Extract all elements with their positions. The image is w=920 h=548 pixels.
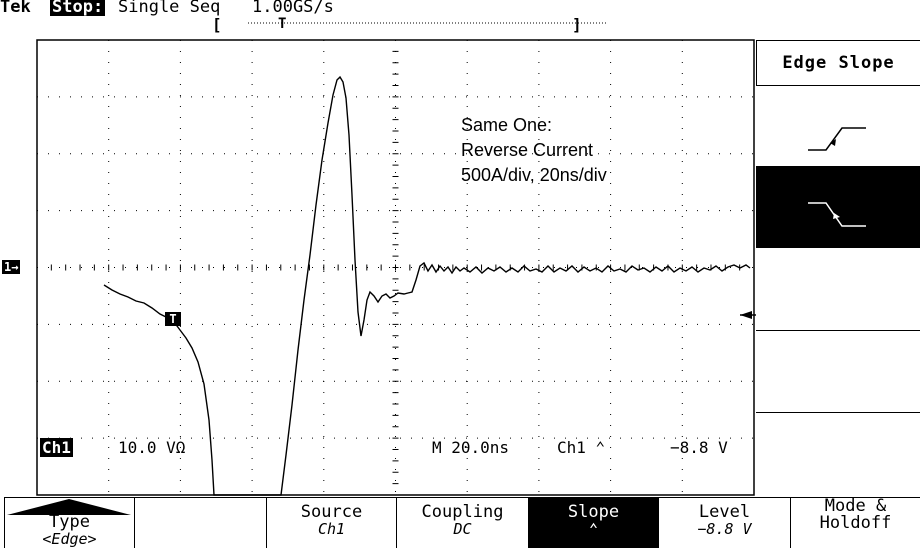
graticule-center-ticks (36, 39, 755, 496)
svg-text:[: [ (212, 15, 222, 34)
menu-slope-value: ⌃ (588, 520, 599, 538)
menu-type-label: Type (49, 512, 90, 532)
menu-level-value: −8.8 V (697, 520, 752, 538)
trigger-point-label: T (169, 312, 176, 326)
status-bar: Tek Stop: Single Seq 1.00GS/s (0, 0, 920, 20)
trigger-source-readout: Ch1 ⌃ (557, 438, 606, 457)
timebase-readout: M 20.0ns (432, 438, 510, 457)
svg-text:]: ] (572, 15, 582, 34)
side-menu-divider (756, 412, 920, 414)
record-window-bar: [ ] T (212, 15, 607, 34)
menu-button-blank[interactable] (134, 497, 266, 548)
menu-slope-label: Slope (567, 502, 620, 522)
trigger-level-readout: −8.8 V (670, 438, 728, 457)
waveform-trace (103, 75, 751, 496)
menu-level-label: Level (698, 502, 751, 522)
menu-button-level[interactable]: Level −8.8 V (658, 497, 790, 548)
annotation-line: 500A/div, 20ns/div (461, 165, 607, 185)
side-menu: Edge Slope (756, 40, 920, 495)
menu-coupling-value: DC (453, 520, 472, 538)
falling-edge-icon (808, 202, 866, 227)
waveform-display: T (36, 39, 756, 496)
readout-line: Ch1 10.0 VΩ M 20.0ns Ch1 ⌃ −8.8 V (40, 438, 750, 458)
menu-up-arrow-icon (7, 499, 131, 515)
menu-mode-label: Mode & Holdoff (819, 496, 892, 533)
channel-scale: 10.0 VΩ (118, 438, 186, 457)
annotation-line: Same One: (461, 115, 553, 135)
side-menu-divider (756, 330, 920, 332)
channel1-ground-marker: 1→ (2, 260, 21, 274)
menu-button-mode-holdoff[interactable]: Mode & Holdoff (790, 497, 920, 548)
rising-edge-icon (808, 127, 866, 151)
menu-source-value: Ch1 (317, 520, 346, 538)
brand-label: Tek (0, 0, 31, 17)
sample-rate: 1.00GS/s (252, 0, 334, 17)
channel-label: Ch1 (40, 438, 73, 457)
trigger-point-marker (165, 312, 181, 326)
svg-text:T: T (278, 16, 286, 32)
menu-coupling-label: Coupling (421, 502, 504, 522)
menu-button-source[interactable]: Source Ch1 (266, 497, 396, 548)
menu-source-label: Source (300, 502, 363, 522)
side-menu-title: Edge Slope (756, 40, 920, 86)
slope-falling-option[interactable] (756, 166, 920, 248)
bottom-menu: Type <Edge> Source Ch1 Coupling DC Slope… (0, 497, 920, 548)
acquisition-state: Stop: (50, 0, 106, 17)
slope-rising-option[interactable] (756, 86, 920, 166)
menu-button-type[interactable]: Type <Edge> (4, 497, 134, 548)
annotation-line: Reverse Current (461, 140, 594, 160)
menu-type-value: <Edge> (42, 530, 97, 548)
acquisition-mode: Single Seq (118, 0, 221, 17)
menu-button-coupling[interactable]: Coupling DC (396, 497, 528, 548)
annotation-text: Same One: Reverse Current 500A/div, 20ns… (461, 113, 607, 188)
menu-button-slope[interactable]: Slope ⌃ (528, 497, 658, 548)
